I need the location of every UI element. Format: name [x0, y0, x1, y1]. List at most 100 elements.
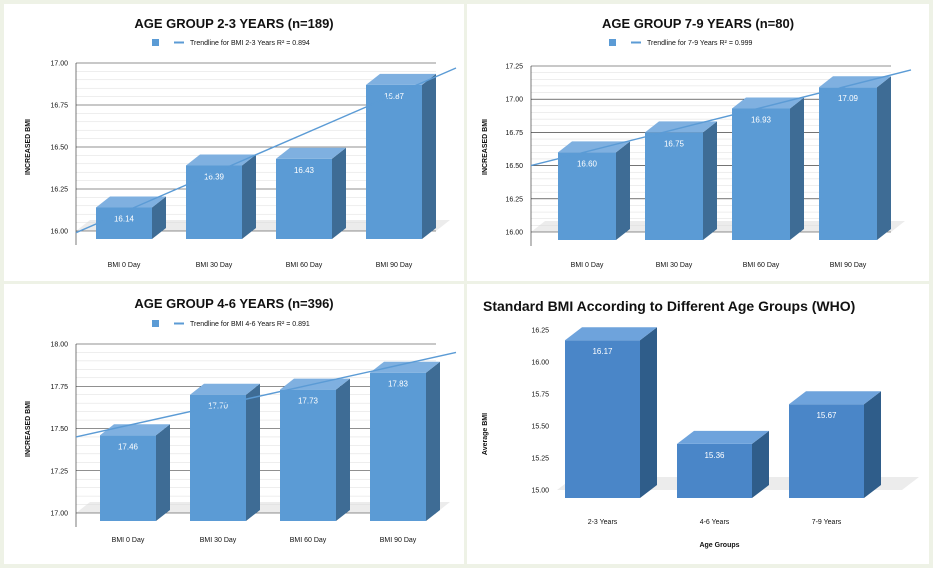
- data-label: 17.73: [298, 397, 319, 406]
- y-tick-label: 15.50: [531, 424, 549, 431]
- bar: 17.73: [280, 378, 350, 521]
- y-tick-label: 16.00: [531, 360, 549, 367]
- x-tick-label: BMI 90 Day: [830, 262, 867, 269]
- bar-side: [332, 147, 346, 239]
- bar: 17.83: [370, 361, 440, 521]
- x-tick-label: BMI 60 Day: [286, 262, 323, 269]
- bar-front: [366, 84, 422, 239]
- x-tick-label: BMI 0 Day: [108, 262, 141, 269]
- bar: 16.14: [96, 196, 166, 239]
- bar-side: [426, 361, 440, 521]
- y-tick-label: 17.00: [505, 97, 523, 104]
- x-tick-label: BMI 90 Day: [380, 537, 417, 544]
- x-tick-label: 7-9 Years: [812, 519, 842, 526]
- bar-front: [565, 340, 640, 498]
- x-tick-label: BMI 60 Day: [743, 262, 780, 269]
- y-tick-label: 17.25: [50, 468, 68, 475]
- bar-side: [336, 378, 350, 521]
- bar-front: [789, 404, 864, 498]
- y-tick-label: 17.00: [50, 61, 68, 68]
- y-axis-label: INCREASED BMI: [25, 119, 32, 175]
- data-label: 15.36: [704, 451, 725, 460]
- x-axis-label: Age Groups: [699, 542, 739, 549]
- bar: 16.43: [276, 147, 346, 239]
- x-tick-label: 2-3 Years: [588, 519, 618, 526]
- y-tick-label: 17.50: [50, 426, 68, 433]
- data-label: 16.87: [384, 92, 405, 101]
- y-tick-label: 16.25: [531, 328, 549, 335]
- bar: 17.46: [100, 424, 170, 521]
- bar-front: [100, 435, 156, 521]
- chart-floor-front: [76, 513, 436, 527]
- bar-front: [677, 443, 752, 498]
- bar-side: [864, 391, 881, 498]
- chart-title: AGE GROUP 7-9 YEARS (n=80): [602, 16, 794, 31]
- bar-side: [246, 383, 260, 521]
- y-tick-label: 17.00: [50, 511, 68, 518]
- chart-svg: Standard BMI According to Different Age …: [482, 298, 919, 549]
- bar-side: [703, 121, 717, 240]
- bar-side: [152, 196, 166, 239]
- bar-side: [790, 97, 804, 240]
- bar: 16.39: [186, 154, 256, 239]
- bar: 15.36: [677, 430, 769, 498]
- y-tick-label: 17.25: [505, 64, 523, 71]
- y-tick-label: 15.00: [531, 488, 549, 495]
- data-label: 16.93: [751, 115, 772, 124]
- bar-side: [242, 154, 256, 239]
- x-tick-label: BMI 60 Day: [290, 537, 327, 544]
- x-tick-label: BMI 30 Day: [196, 262, 233, 269]
- bar-top: [645, 121, 717, 133]
- bar-front: [819, 87, 877, 240]
- bar-front: [190, 394, 246, 521]
- bar-front: [186, 165, 242, 239]
- bar: 17.09: [819, 76, 891, 240]
- legend-label: Trendline for 7-9 Years R² = 0.999: [647, 40, 752, 47]
- bar-top: [366, 73, 436, 85]
- data-label: 16.14: [114, 214, 135, 223]
- y-tick-label: 17.75: [50, 384, 68, 391]
- bar: 16.60: [558, 141, 630, 240]
- bar: 16.17: [565, 327, 657, 498]
- x-tick-label: BMI 90 Day: [376, 262, 413, 269]
- chart-panel-7-9-years: AGE GROUP 7-9 YEARS (n=80) Trendline for …: [467, 4, 929, 281]
- data-label: 16.75: [664, 139, 685, 148]
- bar-front: [370, 372, 426, 521]
- trendline: [530, 69, 912, 167]
- bar-top: [565, 327, 657, 341]
- chart-svg: AGE GROUP 2-3 YEARS (n=189) Trendline for…: [25, 16, 457, 269]
- chart-panel-4-6-years: AGE GROUP 4-6 YEARS (n=396) Trendline for…: [4, 284, 464, 564]
- y-tick-label: 18.00: [50, 342, 68, 349]
- data-label: 16.39: [204, 172, 225, 181]
- bar: 15.67: [789, 391, 881, 498]
- bar-top: [96, 196, 166, 208]
- y-axis-label: Average BMI: [482, 413, 489, 455]
- chart-svg: AGE GROUP 4-6 YEARS (n=396) Trendline for…: [25, 296, 457, 544]
- data-label: 16.17: [592, 347, 613, 356]
- bar-top: [558, 141, 630, 153]
- trendline: [75, 67, 457, 234]
- data-label: 17.83: [388, 380, 409, 389]
- data-label: 15.67: [816, 411, 837, 420]
- bar-side: [640, 327, 657, 498]
- trendline: [75, 351, 457, 438]
- y-tick-label: 16.50: [505, 163, 523, 170]
- data-label: 17.46: [118, 442, 139, 451]
- bar-front: [732, 108, 790, 240]
- bar-side: [156, 424, 170, 521]
- bar: 16.93: [732, 97, 804, 240]
- chart-title: AGE GROUP 4-6 YEARS (n=396): [134, 296, 333, 311]
- bar-side: [422, 73, 436, 239]
- data-label: 17.09: [838, 94, 859, 103]
- bar: 16.75: [645, 121, 717, 240]
- chart-svg: AGE GROUP 7-9 YEARS (n=80) Trendline for …: [482, 16, 912, 269]
- legend-label: Trendline for BMI 2-3 Years R² = 0.894: [190, 40, 310, 47]
- bar-top: [732, 97, 804, 109]
- chart-title: Standard BMI According to Different Age …: [483, 298, 855, 314]
- legend-label: Trendline for BMI 4-6 Years R² = 0.891: [190, 321, 310, 328]
- bar-side: [752, 430, 769, 498]
- legend-swatch-bar: [152, 39, 159, 46]
- data-label: 16.43: [294, 166, 315, 175]
- chart-panel-who-standard: Standard BMI According to Different Age …: [467, 284, 929, 564]
- bar-front: [645, 132, 703, 240]
